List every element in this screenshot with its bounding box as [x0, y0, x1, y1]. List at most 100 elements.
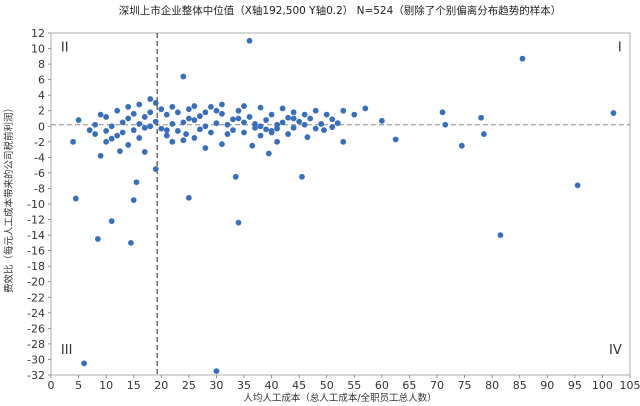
axes [48, 32, 631, 378]
data-point [610, 110, 617, 116]
data-point [378, 117, 385, 124]
data-point [213, 368, 220, 375]
data-point [86, 127, 93, 134]
y-tick-label: 4 [38, 89, 45, 102]
data-point [219, 141, 225, 148]
y-tick-label: -22 [27, 291, 45, 304]
data-point [208, 129, 214, 136]
data-point [103, 128, 110, 134]
data-point [191, 135, 198, 141]
data-point [208, 103, 214, 110]
data-point [136, 101, 143, 108]
y-tick-label: -4 [34, 151, 45, 164]
data-point [169, 103, 176, 110]
x-tick-label: 15 [127, 379, 141, 392]
y-tick-label: 10 [31, 43, 45, 56]
x-tick-label: 45 [292, 379, 306, 392]
data-point [285, 114, 292, 121]
data-point [133, 179, 140, 186]
data-point [279, 119, 286, 126]
data-point [497, 232, 504, 238]
x-tick-label: 5 [75, 379, 82, 392]
data-point [202, 109, 209, 116]
data-point [219, 101, 225, 108]
data-point [301, 121, 308, 128]
data-point [257, 104, 264, 111]
quadrant-label: II [61, 41, 69, 56]
x-tick-label: 10 [99, 379, 113, 392]
data-point [252, 124, 258, 131]
data-point [257, 123, 264, 130]
x-tick-label: 30 [209, 379, 223, 392]
data-point [329, 124, 336, 130]
data-point [97, 152, 104, 159]
data-point [128, 239, 134, 246]
data-point [323, 111, 330, 118]
x-tick-label: 65 [402, 379, 416, 392]
data-point [340, 107, 347, 114]
data-point [108, 218, 115, 225]
x-tick-label: 85 [513, 379, 527, 392]
y-tick-label: -16 [27, 245, 45, 258]
y-tick-label: -32 [27, 369, 45, 382]
y-tick-label: -26 [27, 322, 45, 335]
data-point [235, 115, 242, 122]
data-point [163, 132, 170, 139]
x-tick-label: 50 [320, 379, 334, 392]
quadrant-label: I [618, 41, 622, 56]
data-point [108, 135, 115, 142]
y-tick-label: -12 [27, 214, 45, 227]
data-point [191, 103, 198, 109]
data-point [362, 105, 369, 112]
data-point [290, 124, 297, 131]
data-point [265, 150, 272, 157]
y-tick-label: -8 [34, 182, 45, 195]
x-tick-label: 70 [430, 379, 444, 392]
data-point [235, 219, 242, 226]
data-point [103, 138, 110, 145]
data-point [92, 121, 99, 128]
data-point [232, 173, 239, 180]
data-point [130, 197, 137, 204]
data-point [296, 118, 303, 125]
data-point [290, 115, 297, 122]
data-point [114, 107, 121, 114]
data-point [169, 121, 176, 127]
x-tick-label: 95 [568, 379, 582, 392]
data-point [94, 236, 101, 242]
data-point [141, 124, 148, 131]
y-tick-label: -6 [34, 167, 45, 180]
data-point [136, 121, 143, 127]
data-point [103, 114, 110, 120]
data-point [321, 127, 327, 134]
data-point [158, 106, 165, 113]
data-point [191, 117, 198, 123]
data-point [304, 134, 311, 141]
data-point [125, 142, 132, 148]
data-point [97, 111, 104, 118]
y-tick-label: -20 [27, 276, 45, 289]
data-point [230, 116, 236, 123]
data-point [180, 119, 187, 126]
data-point [268, 111, 275, 118]
data-point [263, 117, 269, 123]
data-point [230, 127, 236, 134]
data-point [458, 142, 465, 149]
y-tick-label: 12 [31, 27, 45, 40]
data-point [158, 125, 165, 132]
quadrant-label: IV [609, 343, 622, 358]
x-axis-label: 人均人工成本（总人工成本/全职员工总人数） [243, 392, 436, 404]
data-point [147, 123, 154, 130]
data-point [141, 114, 148, 120]
data-point [75, 117, 82, 123]
data-point [290, 109, 297, 116]
data-point [279, 105, 286, 112]
y-tick-label: 8 [38, 58, 45, 71]
tick-labels: 0 5 10 15 20 25 30 35 40 45 50 55 60 65 70 75 80 85 90 95 10… [27, 27, 640, 392]
data-point [202, 145, 209, 151]
data-point [274, 138, 280, 145]
y-tick-label: -30 [27, 353, 45, 366]
data-point [241, 119, 247, 126]
x-tick-label: 105 [620, 379, 640, 392]
